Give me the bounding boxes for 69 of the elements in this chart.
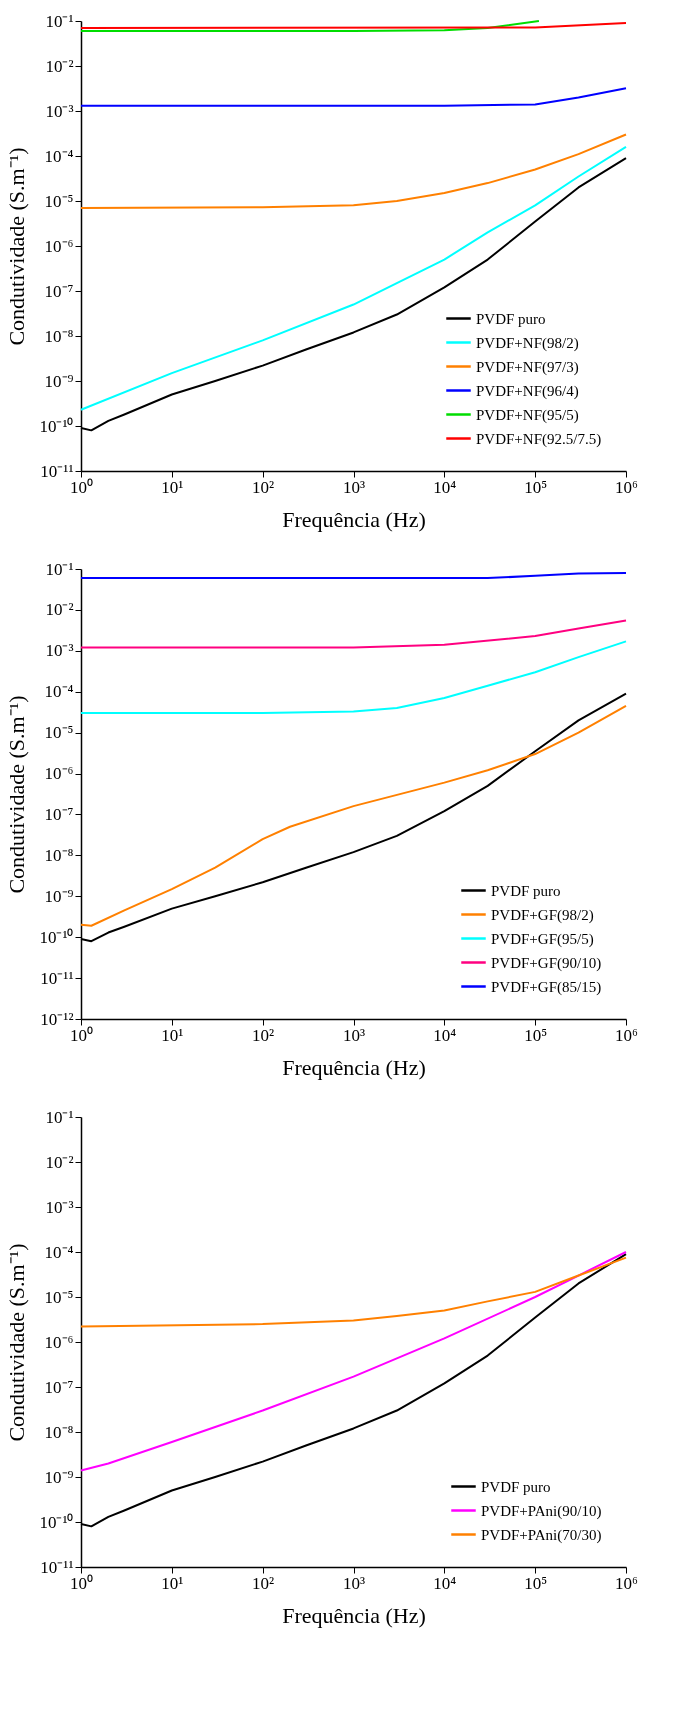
x-tick-label: 10⁵ (524, 477, 548, 497)
x-tick-label: 10⁵ (524, 1025, 548, 1045)
y-tick-label: 10⁻⁹ (44, 886, 74, 906)
y-tick-label: 10⁻⁹ (44, 1467, 74, 1487)
x-tick-label: 10⁴ (433, 477, 457, 497)
y-tick-label: 10⁻⁷ (44, 1377, 74, 1397)
y-axis-title: Condutividade (S.m⁻¹) (4, 147, 30, 346)
x-tick-label: 10⁴ (433, 1573, 457, 1593)
legend-label: PVDF puro (491, 882, 561, 899)
x-tick-label: 10¹ (161, 1573, 184, 1593)
y-tick-label: 10⁻⁸ (44, 326, 74, 346)
x-tick-label: 10¹ (161, 1025, 184, 1045)
y-tick-label: 10⁻¹ (45, 559, 74, 579)
legend-label: PVDF puro (476, 310, 546, 327)
y-tick-label: 10⁻⁶ (44, 1332, 74, 1352)
legend-label: PVDF+GF(85/15) (491, 978, 602, 996)
x-tick-label: 10² (252, 1025, 275, 1045)
y-tick-label: 10⁻⁵ (44, 1287, 74, 1307)
y-tick-label: 10⁻⁴ (44, 146, 74, 166)
y-tick-label: 10⁻⁴ (44, 1242, 74, 1262)
y-tick-label: 10⁻³ (45, 101, 74, 121)
x-tick-label: 10³ (342, 1025, 366, 1045)
x-tick-label: 10⁶ (615, 1025, 639, 1045)
y-tick-label: 10⁻⁷ (44, 281, 74, 301)
x-tick-label: 10² (252, 1573, 275, 1593)
legend-label: PVDF+PAni(70/30) (481, 1526, 602, 1544)
y-tick-label: 10⁻⁶ (44, 764, 74, 784)
y-axis-title: Condutividade (S.m⁻¹) (4, 1243, 30, 1442)
y-tick-label: 10⁻¹¹ (40, 968, 74, 988)
y-tick-label: 10⁻¹⁰ (39, 416, 74, 436)
legend-label: PVDF+GF(90/10) (491, 954, 602, 972)
x-tick-label: 10¹ (161, 477, 184, 497)
x-tick-label: 10⁵ (524, 1573, 548, 1593)
x-axis-title: Frequência (Hz) (282, 1602, 426, 1628)
x-axis-title: Frequência (Hz) (282, 1054, 426, 1080)
x-tick-label: 10⁶ (615, 1573, 639, 1593)
y-axis-title: Condutividade (S.m⁻¹) (4, 695, 30, 894)
legend-label: PVDF+GF(98/2) (491, 906, 594, 924)
legend-label: PVDF puro (481, 1478, 551, 1495)
y-tick-label: 10⁻⁵ (44, 191, 74, 211)
legend-label: PVDF+PAni(90/10) (481, 1502, 602, 1520)
x-tick-label: 10⁶ (615, 477, 639, 497)
legend-label: PVDF+NF(98/2) (476, 334, 579, 352)
legend-label: PVDF+NF(96/4) (476, 382, 579, 400)
x-tick-label: 10² (252, 477, 275, 497)
y-tick-label: 10⁻³ (45, 1197, 74, 1217)
y-tick-label: 10⁻⁵ (44, 723, 74, 743)
legend-label: PVDF+GF(95/5) (491, 930, 594, 948)
legend-label: PVDF+NF(97/3) (476, 358, 579, 376)
x-axis-title: Frequência (Hz) (282, 506, 426, 532)
y-tick-label: 10⁻⁴ (44, 682, 74, 702)
legend-label: PVDF+NF(95/5) (476, 406, 579, 424)
y-tick-label: 10⁻³ (45, 641, 74, 661)
y-tick-label: 10⁻² (45, 1152, 74, 1172)
x-tick-label: 10⁴ (433, 1025, 457, 1045)
y-tick-label: 10⁻⁸ (44, 1422, 74, 1442)
y-tick-label: 10⁻⁸ (44, 845, 74, 865)
legend-label: PVDF+NF(92.5/7.5) (476, 430, 602, 448)
y-tick-label: 10⁻¹⁰ (39, 1512, 74, 1532)
y-tick-label: 10⁻¹ (45, 1107, 74, 1127)
x-tick-label: 10³ (342, 1573, 366, 1593)
y-tick-label: 10⁻¹ (45, 11, 74, 31)
x-tick-label: 10³ (342, 477, 366, 497)
y-tick-label: 10⁻¹⁰ (39, 927, 74, 947)
y-tick-label: 10⁻⁹ (44, 371, 74, 391)
y-tick-label: 10⁻⁷ (44, 804, 74, 824)
y-tick-label: 10⁻⁶ (44, 236, 74, 256)
y-tick-label: 10⁻² (45, 600, 74, 620)
y-tick-label: 10⁻² (45, 56, 74, 76)
